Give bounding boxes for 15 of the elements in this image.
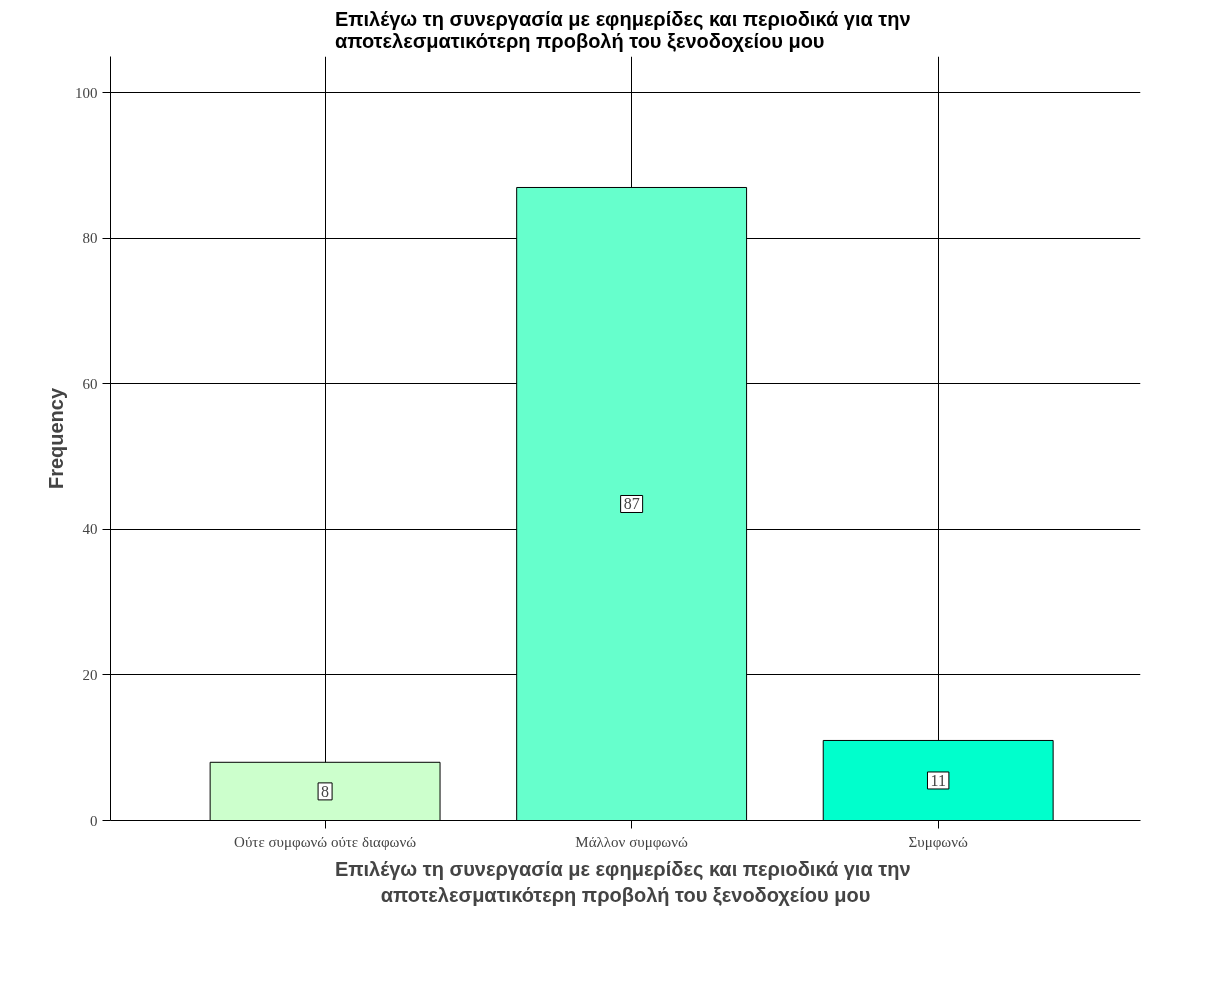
data-label: 8 [321, 782, 330, 800]
y-tick-label: 60 [82, 375, 98, 392]
data-label: 87 [623, 495, 640, 513]
x-tick-label: Συμφωνώ [908, 833, 968, 850]
y-tick-label: 20 [82, 666, 98, 683]
x-tick-label: Μάλλον συμφωνώ [575, 833, 689, 850]
x-tick-label: Ούτε συμφωνώ ούτε διαφωνώ [234, 833, 417, 850]
y-tick-label: 40 [82, 521, 98, 538]
y-axis-title: Frequency [45, 387, 67, 490]
y-tick-label: 0 [90, 812, 98, 829]
chart-title: Επιλέγω τη συνεργασία με εφημερίδες και περιοδικά για την αποτελεσματικότερη προβολή του ξενοδοχείου μου [334, 7, 911, 52]
y-tick-label: 80 [82, 230, 98, 247]
data-label: 11 [930, 771, 946, 789]
y-tick-label: 100 [75, 84, 98, 101]
x-axis-title: Επιλέγω τη συνεργασία με εφημερίδες και περιοδικά για την αποτελεσματικότερη προβολή του ξενοδοχείου μου [334, 857, 911, 906]
